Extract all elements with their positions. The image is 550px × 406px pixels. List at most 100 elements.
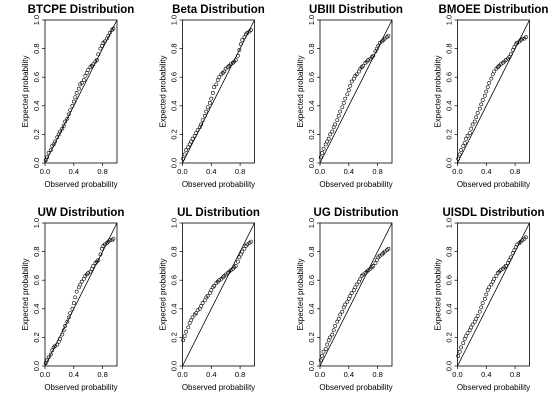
data-point [505,261,510,265]
y-tick-label: 0.0 [307,158,316,168]
data-point [459,345,464,350]
x-tick-label: 0.8 [235,370,245,379]
data-point [335,319,340,324]
y-tick-label: 0.2 [307,129,316,139]
data-point [459,148,464,153]
data-point [79,279,84,284]
x-tick-label: 0.0 [40,370,50,379]
data-point [66,112,71,117]
data-point [74,91,79,95]
pp-plot-panel: UG Distribution 0.0 0.2 0.4 0.6 0.8 1.0 0.0 0.4 0… [296,207,398,392]
data-point [237,48,242,52]
y-tick-label: 0.0 [307,361,316,371]
data-point [99,246,104,251]
data-point [345,299,350,304]
data-point [461,341,466,346]
data-point [333,122,338,127]
data-point [376,43,381,48]
y-axis-label: Expected probability [21,55,30,127]
data-point [202,113,207,118]
y-tick-label: 1.0 [170,218,179,228]
x-tick-label: 0.0 [452,370,462,379]
data-point [341,101,346,105]
plot-frame [457,222,530,367]
panel-title: BMOEE Distribution [439,4,549,16]
data-point [492,276,497,281]
data-point [84,71,89,75]
data-point [46,355,51,360]
data-point [76,86,81,91]
data-point [524,235,528,240]
data-point [184,329,189,334]
x-axis-label: Observed probability [182,180,255,189]
x-tick-label: 0.8 [235,167,245,176]
data-point [233,58,238,62]
data-point [482,93,487,98]
data-point [320,354,325,358]
data-point [330,332,335,337]
data-point [358,276,363,281]
data-point [318,155,323,160]
data-point [331,125,336,130]
data-point [58,129,63,134]
data-point [349,291,354,295]
y-tick-label: 0.2 [445,332,454,342]
data-point [58,336,63,341]
x-tick-label: 0.4 [344,167,354,176]
reference-line [319,222,393,367]
data-point [56,132,61,137]
data-point [102,39,107,44]
data-point [182,334,187,338]
data-point [490,72,495,77]
x-tick-label: 0.0 [177,370,187,379]
x-tick-label: 0.0 [452,167,462,176]
data-point [98,252,103,257]
data-point [490,279,495,284]
data-point [78,282,83,287]
data-point [202,298,207,303]
data-point [199,304,204,308]
data-point [71,301,76,305]
reference-line [182,222,255,367]
data-point [511,251,515,255]
data-point [66,315,71,320]
y-axis-label: Expected probability [296,258,305,330]
data-point [457,152,462,157]
data-point [212,85,217,90]
data-point [184,148,189,153]
y-tick-label: 0.0 [32,361,41,371]
data-point [83,73,88,78]
data-point [513,245,518,250]
x-tick-label: 0.4 [481,370,491,379]
data-point [520,36,525,41]
y-tick-label: 0.4 [32,304,41,314]
data-point [91,263,96,268]
data-point [181,156,186,161]
data-point [65,116,70,121]
x-tick-label: 0.8 [97,167,107,176]
data-point [56,339,61,344]
x-tick-label: 0.8 [372,370,382,379]
data-point [371,53,376,58]
data-point [233,263,238,268]
y-tick-label: 0.0 [445,361,454,371]
data-point [105,36,109,41]
data-point [346,296,351,301]
data-point [464,136,469,141]
data-point [335,118,340,123]
data-point [456,354,461,358]
y-tick-label: 1.0 [445,218,454,228]
data-point [480,98,485,102]
y-tick-label: 0.2 [170,332,179,342]
data-point [192,133,197,138]
data-point [338,109,343,114]
data-point [507,55,512,60]
data-point [214,82,219,87]
data-point [43,361,48,366]
data-point [477,106,482,111]
x-axis-label: Observed probability [319,180,392,189]
pp-plot-panel: BTCPE Distribution 0.0 0.2 0.4 0.6 0.8 1.0 0.0 0… [21,4,134,189]
data-point [353,285,358,290]
data-point [465,133,470,138]
data-point [321,349,326,354]
